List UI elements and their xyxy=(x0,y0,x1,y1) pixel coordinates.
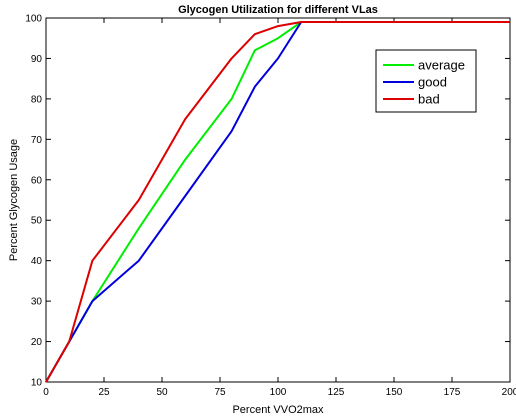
x-tick-label: 100 xyxy=(270,387,287,398)
x-tick-label: 175 xyxy=(444,387,461,398)
y-tick-label: 30 xyxy=(31,297,43,308)
y-tick-label: 80 xyxy=(31,94,43,105)
y-tick-label: 10 xyxy=(31,378,43,389)
x-tick-label: 75 xyxy=(214,387,226,398)
y-tick-label: 90 xyxy=(31,54,43,65)
x-tick-label: 50 xyxy=(156,387,168,398)
legend: average good bad xyxy=(375,49,477,113)
x-tick-label: 125 xyxy=(328,387,345,398)
y-tick-label: 50 xyxy=(31,216,43,227)
x-axis-title: Percent VVO2max xyxy=(232,404,324,416)
y-tick-label: 60 xyxy=(31,175,43,186)
legend-label-average: average xyxy=(418,58,465,73)
series-lines xyxy=(45,21,510,383)
legend-label-good: good xyxy=(418,75,447,90)
legend-label-bad: bad xyxy=(418,92,440,107)
series-line-good xyxy=(45,21,510,383)
y-tick-label: 40 xyxy=(31,256,43,267)
chart-title: Glycogen Utilization for different VLas xyxy=(178,4,378,16)
y-axis-title: Percent Glycogen Usage xyxy=(8,139,20,261)
series-line-bad xyxy=(45,21,510,383)
x-tick-label: 150 xyxy=(386,387,403,398)
y-tick-label: 70 xyxy=(31,135,43,146)
x-tick-label: 0 xyxy=(43,387,49,398)
x-tick-label: 25 xyxy=(98,387,110,398)
x-tick-label: 200 xyxy=(502,387,516,398)
axis-ticks: 0 25 50 75 100 125 150 175 200 10 20 30 40 50 60 70 80 90… xyxy=(25,14,516,399)
y-tick-label: 100 xyxy=(25,14,42,25)
y-tick-label: 20 xyxy=(31,337,43,348)
